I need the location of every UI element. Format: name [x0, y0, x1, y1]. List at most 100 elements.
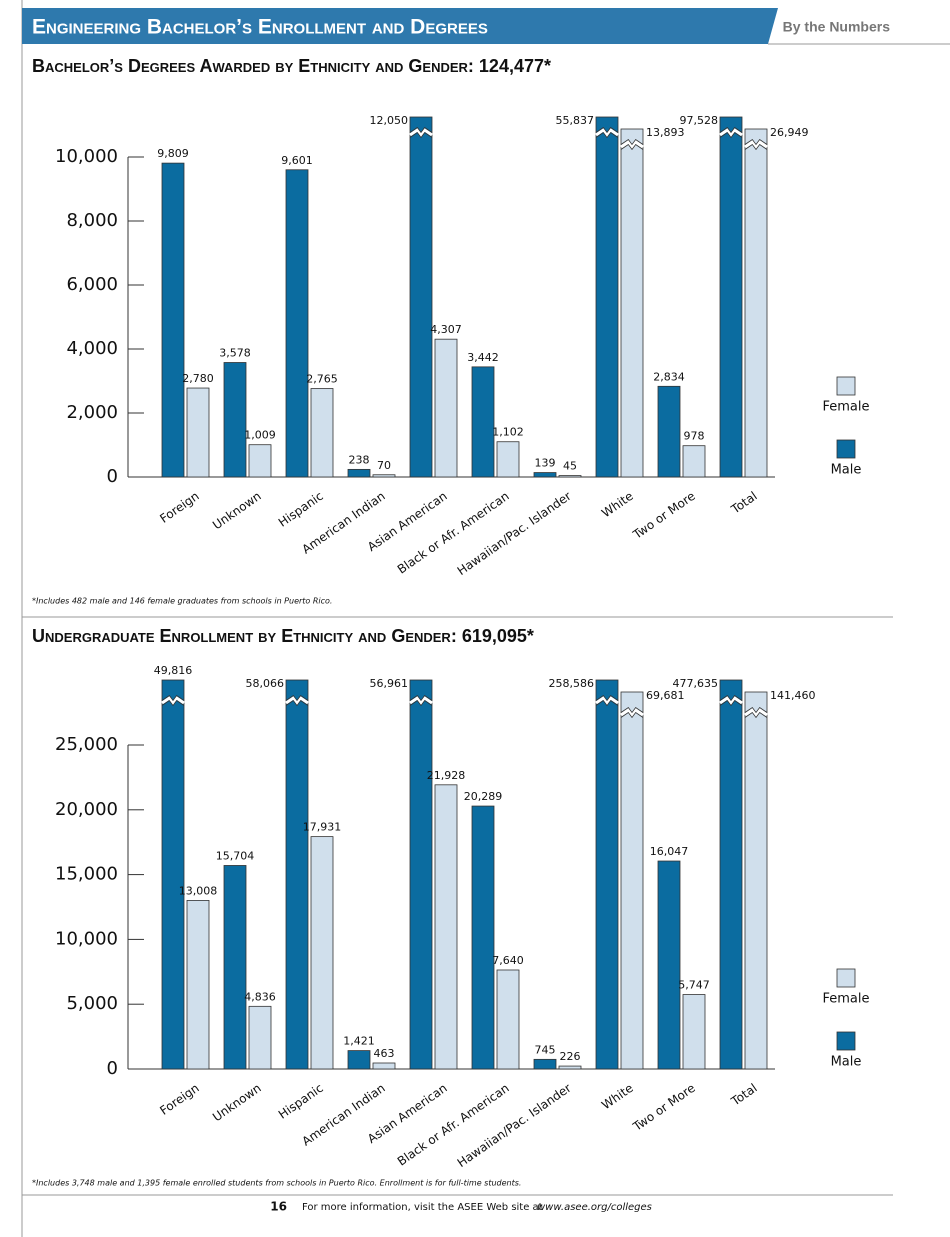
bar-break-edge	[744, 138, 768, 151]
bar-break	[595, 695, 619, 706]
y-tick-label: 0	[107, 1058, 118, 1079]
bar	[496, 969, 520, 1070]
bar	[285, 169, 309, 478]
bar-break-edge	[409, 126, 433, 139]
bar	[496, 441, 520, 478]
bar	[372, 474, 396, 478]
bar	[186, 387, 210, 478]
bar-break-edge	[620, 138, 644, 151]
value-label: 258,586	[549, 677, 595, 690]
value-label: 56,961	[370, 677, 409, 690]
x-tick-label: Unknown	[210, 1081, 264, 1124]
value-label: 141,460	[770, 689, 816, 702]
x-tick-label: Hispanic	[276, 489, 326, 530]
legend-swatch	[836, 1031, 856, 1051]
bar	[595, 116, 619, 478]
x-tick-label: Hispanic	[276, 1081, 326, 1122]
value-label: 1,009	[244, 429, 276, 442]
x-tick-label: White	[599, 1081, 636, 1112]
legend-swatch	[836, 439, 856, 459]
value-label: 463	[374, 1047, 395, 1060]
x-tick-label: Foreign	[157, 489, 201, 526]
bar	[223, 362, 247, 478]
value-label: 1,102	[492, 426, 524, 439]
bar	[558, 475, 582, 478]
bar	[657, 860, 681, 1070]
footer-text: For more information, visit the ASEE Web…	[302, 1202, 543, 1213]
value-label: 21,928	[427, 769, 466, 782]
bar-break	[161, 695, 185, 706]
legend-swatch	[836, 376, 856, 396]
y-tick-label: 20,000	[55, 799, 118, 820]
bar-break-edge	[161, 694, 185, 707]
bar	[533, 1058, 557, 1070]
bar	[719, 116, 743, 478]
bar-break-edge	[285, 694, 309, 707]
page-number: 16	[270, 1200, 287, 1214]
bar-break	[409, 695, 433, 706]
bar	[223, 865, 247, 1070]
bar	[657, 385, 681, 478]
bar-break-edge	[620, 706, 644, 719]
x-tick-label: White	[599, 489, 636, 520]
legend-label: Male	[831, 463, 862, 478]
bar-break-edge	[595, 694, 619, 707]
value-label: 70	[377, 459, 391, 472]
y-tick-label: 8,000	[66, 210, 118, 231]
bar	[682, 994, 706, 1070]
bar-break-edge	[719, 126, 743, 139]
bar	[620, 128, 644, 478]
value-label: 745	[535, 1043, 556, 1056]
bar-break	[620, 139, 644, 150]
bar	[719, 679, 743, 1070]
bar	[372, 1062, 396, 1070]
bar-break	[719, 127, 743, 138]
y-tick-label: 6,000	[66, 274, 118, 295]
bar-break-edge	[409, 694, 433, 707]
bar	[434, 784, 458, 1070]
bar-break	[595, 127, 619, 138]
bar	[744, 128, 768, 478]
bar-break-edge	[595, 126, 619, 139]
value-label: 58,066	[246, 677, 285, 690]
value-label: 13,008	[179, 884, 218, 897]
bar	[409, 116, 433, 478]
bar	[595, 679, 619, 1070]
bar-break	[409, 127, 433, 138]
bar	[558, 1065, 582, 1070]
y-tick-label: 4,000	[66, 338, 118, 359]
bar	[471, 366, 495, 478]
bar	[434, 338, 458, 478]
bar	[347, 1050, 371, 1070]
x-tick-label: Hawaiian/Pac. Islander	[455, 489, 574, 578]
legend-label: Female	[822, 400, 869, 415]
value-label: 2,834	[653, 370, 685, 383]
value-label: 55,837	[556, 114, 595, 127]
y-tick-label: 2,000	[66, 402, 118, 423]
bar	[186, 900, 210, 1070]
bar	[744, 691, 768, 1070]
value-label: 97,528	[680, 114, 719, 127]
x-tick-label: Two or More	[630, 489, 698, 542]
y-tick-label: 0	[107, 466, 118, 487]
y-tick-label: 25,000	[55, 734, 118, 755]
value-label: 978	[684, 430, 705, 443]
y-tick-label: 5,000	[66, 993, 118, 1014]
bar-break-edge	[744, 706, 768, 719]
value-label: 26,949	[770, 126, 809, 139]
x-tick-label: Total	[728, 1081, 760, 1109]
value-label: 4,307	[430, 323, 462, 336]
value-label: 477,635	[673, 677, 719, 690]
legend-swatch	[836, 968, 856, 988]
value-label: 3,442	[467, 351, 499, 364]
value-label: 7,640	[492, 954, 524, 967]
value-label: 238	[349, 453, 370, 466]
bar	[310, 388, 334, 478]
chart-title: Bachelor’s Degrees Awarded by Ethnicity …	[32, 56, 551, 76]
bar-break	[744, 139, 768, 150]
bar	[248, 444, 272, 478]
x-tick-label: Foreign	[157, 1081, 201, 1118]
value-label: 17,931	[303, 821, 342, 834]
bar	[161, 162, 185, 478]
